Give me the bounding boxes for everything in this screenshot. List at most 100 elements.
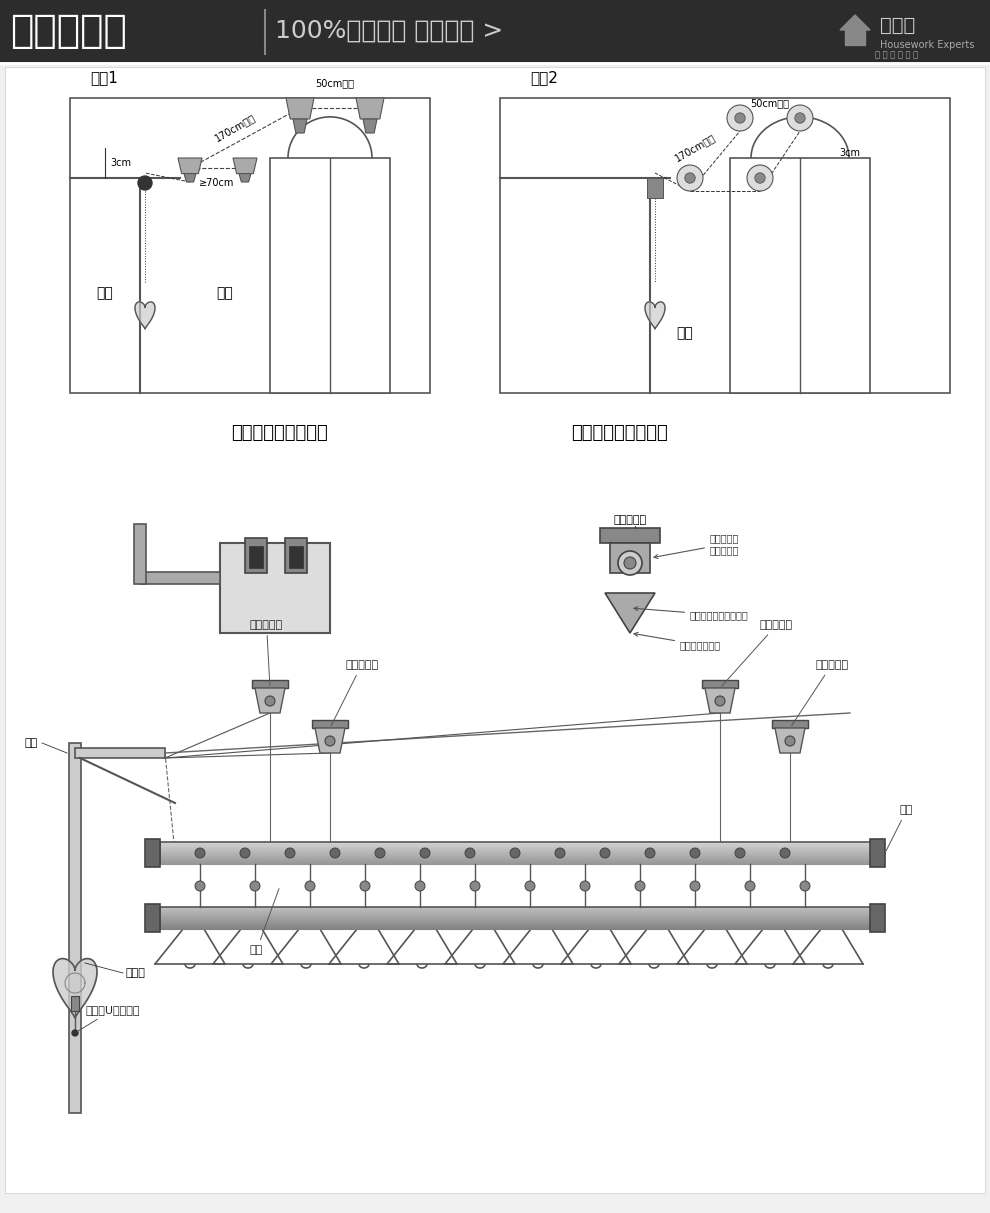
Bar — [870, 904, 885, 932]
Polygon shape — [293, 119, 307, 133]
Text: 方案1: 方案1 — [90, 70, 118, 85]
Bar — [140, 573, 220, 583]
Circle shape — [787, 106, 813, 131]
Text: 单滑轮顶座: 单滑轮顶座 — [722, 620, 793, 685]
Polygon shape — [705, 688, 735, 713]
Text: 钢丝绳U型固定端: 钢丝绳U型固定端 — [77, 1006, 140, 1031]
Bar — [772, 721, 808, 728]
Text: 50cm左右: 50cm左右 — [750, 98, 789, 108]
Text: 安装示意图: 安装示意图 — [10, 12, 127, 50]
Polygon shape — [286, 98, 314, 119]
Bar — [600, 528, 660, 543]
Circle shape — [800, 881, 810, 892]
Circle shape — [420, 848, 430, 858]
Bar — [289, 546, 303, 568]
Bar — [145, 839, 160, 867]
Circle shape — [735, 848, 745, 858]
Bar — [312, 721, 348, 728]
Text: 170cm左右: 170cm左右 — [673, 132, 717, 164]
Text: 家 务 整 理 专 家: 家 务 整 理 专 家 — [875, 51, 918, 59]
Bar — [870, 839, 885, 867]
Text: ≥70cm: ≥70cm — [199, 178, 235, 188]
Circle shape — [727, 106, 753, 131]
Text: 家务通: 家务通 — [880, 16, 915, 34]
Polygon shape — [840, 15, 870, 30]
Circle shape — [715, 696, 725, 706]
Bar — [134, 524, 146, 583]
Bar — [0, 0, 990, 62]
Polygon shape — [178, 158, 202, 173]
Circle shape — [240, 848, 250, 858]
Circle shape — [580, 881, 590, 892]
Circle shape — [780, 848, 790, 858]
Polygon shape — [645, 302, 665, 329]
Circle shape — [618, 551, 642, 575]
Circle shape — [685, 172, 695, 183]
Circle shape — [645, 848, 655, 858]
Polygon shape — [255, 688, 285, 713]
Bar — [70, 98, 430, 393]
Text: 方案2: 方案2 — [530, 70, 558, 85]
Text: 转角钢丝绳安装方法: 转角钢丝绳安装方法 — [232, 425, 329, 442]
Text: 双滑轮钢丝安装方法: 双滑轮钢丝安装方法 — [571, 425, 668, 442]
Circle shape — [600, 848, 610, 858]
Text: 3cm: 3cm — [840, 148, 860, 158]
Circle shape — [72, 1030, 78, 1036]
Circle shape — [305, 881, 315, 892]
Circle shape — [465, 848, 475, 858]
Circle shape — [555, 848, 565, 858]
Text: 吊球: 吊球 — [250, 889, 279, 955]
Text: 双滑轮顶座: 双滑轮顶座 — [250, 620, 283, 685]
Polygon shape — [363, 119, 377, 133]
Bar — [730, 158, 870, 393]
Text: 管帽: 管帽 — [886, 805, 913, 850]
Text: 顶座装好后扣上装饰盖: 顶座装好后扣上装饰盖 — [634, 606, 748, 620]
Polygon shape — [184, 173, 196, 182]
Circle shape — [690, 848, 700, 858]
Text: 100%实物拍摄 盗用必究 >: 100%实物拍摄 盗用必究 > — [275, 19, 503, 42]
Circle shape — [285, 848, 295, 858]
Polygon shape — [605, 593, 655, 633]
Circle shape — [525, 881, 535, 892]
Circle shape — [745, 881, 755, 892]
Bar — [500, 98, 950, 393]
Text: 墙面: 墙面 — [97, 286, 114, 300]
Text: 墙面: 墙面 — [217, 286, 234, 300]
Bar — [252, 680, 288, 688]
Circle shape — [325, 736, 335, 746]
Circle shape — [635, 881, 645, 892]
Text: 钢丝绳连接晾杆: 钢丝绳连接晾杆 — [634, 632, 721, 650]
Bar — [845, 30, 865, 45]
Text: 170cm左右: 170cm左右 — [213, 113, 257, 143]
Text: 50cm左右: 50cm左右 — [316, 78, 354, 89]
Polygon shape — [239, 173, 251, 182]
Text: 双滑轮顶座: 双滑轮顶座 — [614, 516, 646, 525]
Bar — [71, 996, 79, 1010]
Bar — [610, 543, 650, 573]
Bar — [160, 842, 870, 864]
Bar — [702, 680, 738, 688]
Bar — [69, 744, 81, 1114]
Circle shape — [747, 165, 773, 190]
Text: Housework Experts: Housework Experts — [880, 40, 974, 50]
Circle shape — [375, 848, 385, 858]
Text: 3cm: 3cm — [110, 158, 131, 167]
Circle shape — [250, 881, 260, 892]
Circle shape — [754, 172, 765, 183]
Bar — [647, 178, 663, 198]
Text: 墙面: 墙面 — [676, 326, 693, 340]
Bar — [249, 546, 263, 568]
Text: 单滑轮顶座: 单滑轮顶座 — [792, 660, 848, 725]
Polygon shape — [135, 302, 155, 329]
Text: 钢丝绳通向
单滑轮顶座: 钢丝绳通向 单滑轮顶座 — [654, 534, 740, 558]
Circle shape — [735, 113, 745, 124]
Polygon shape — [233, 158, 257, 173]
Circle shape — [415, 881, 425, 892]
Circle shape — [470, 881, 480, 892]
Bar — [75, 748, 165, 758]
Circle shape — [677, 165, 703, 190]
Circle shape — [795, 113, 805, 124]
Circle shape — [138, 176, 152, 190]
Circle shape — [624, 557, 636, 569]
Polygon shape — [356, 98, 384, 119]
